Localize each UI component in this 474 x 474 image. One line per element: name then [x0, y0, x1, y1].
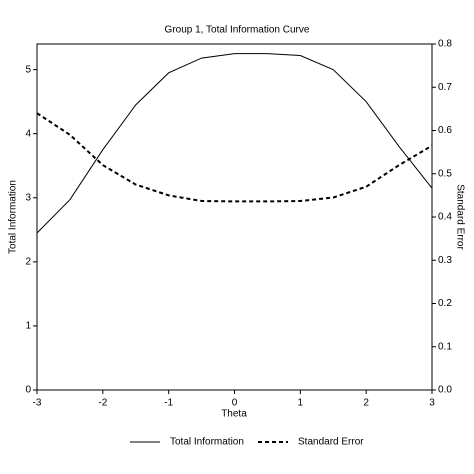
x-axis-label: Theta: [221, 409, 247, 420]
x-tick-label: 0: [232, 398, 238, 409]
chart-title: Group 1, Total Information Curve: [165, 25, 310, 36]
legend-label: Total Information: [170, 437, 244, 448]
x-tick-label: -2: [98, 398, 107, 409]
y-tick-label: 5: [25, 64, 31, 75]
y2-tick-label: 0.2: [438, 298, 452, 309]
y2-tick-label: 0.1: [438, 341, 452, 352]
x-tick-label: -3: [33, 398, 42, 409]
y-tick-label: 3: [25, 192, 31, 203]
y2-tick-label: 0.0: [438, 385, 452, 396]
y2-axis-label: Standard Error: [454, 184, 465, 250]
y-tick-label: 0: [25, 385, 31, 396]
y-tick-label: 4: [25, 128, 31, 139]
y2-tick-label: 0.7: [438, 82, 452, 93]
series-line: [36, 53, 433, 234]
series-line: [36, 112, 433, 203]
y2-tick-label: 0.3: [438, 255, 452, 266]
y2-tick-label: 0.6: [438, 125, 452, 136]
x-tick-label: 3: [429, 398, 435, 409]
y2-tick-label: 0.4: [438, 212, 452, 223]
x-tick-label: 1: [298, 398, 304, 409]
y-axis-label: Total Information: [8, 180, 19, 254]
y-tick-label: 1: [25, 321, 31, 332]
x-tick-label: 2: [363, 398, 369, 409]
legend-label: Standard Error: [298, 437, 364, 448]
y2-tick-label: 0.8: [438, 39, 452, 50]
y2-tick-label: 0.5: [438, 168, 452, 179]
y-tick-label: 2: [25, 256, 31, 267]
x-tick-label: -1: [164, 398, 173, 409]
